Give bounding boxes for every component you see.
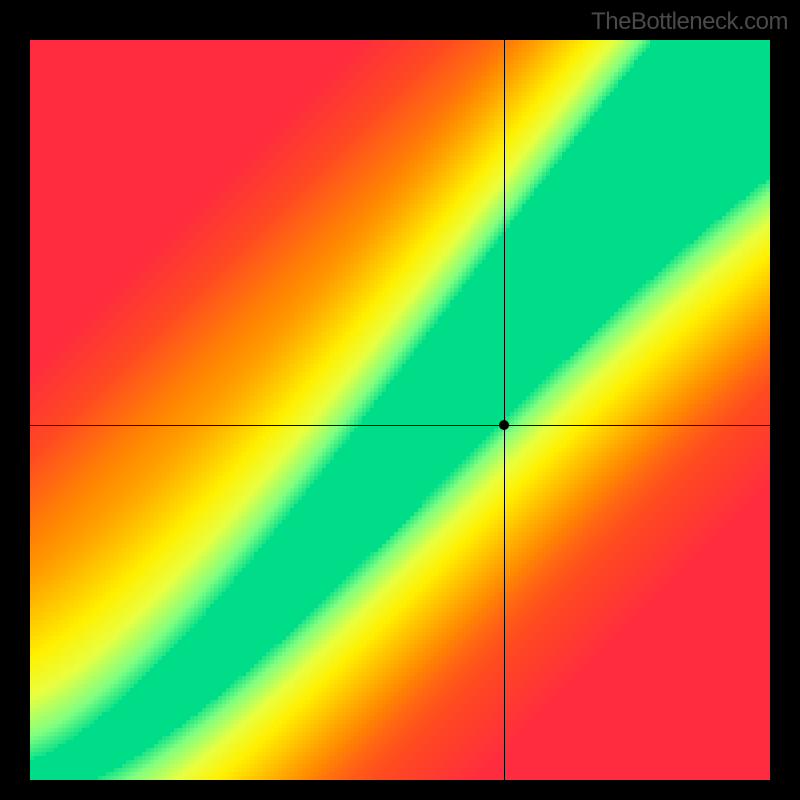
data-point [499,420,509,430]
chart-container: TheBottleneck.com [0,0,800,800]
crosshair-vertical [504,40,505,780]
heatmap-canvas [30,40,770,780]
watermark-text: TheBottleneck.com [591,8,788,36]
crosshair-horizontal [30,425,770,426]
plot-area [30,40,770,780]
